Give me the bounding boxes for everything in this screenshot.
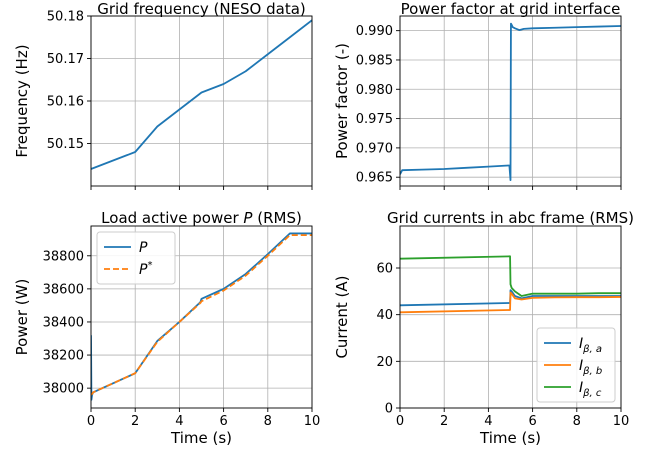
legend-label-main: P xyxy=(139,262,148,278)
legend: PP* xyxy=(96,231,176,285)
legend-label-sub: β, c xyxy=(582,388,602,399)
y-tick-label: 38200 xyxy=(43,349,84,364)
x-tick-label: 2 xyxy=(131,414,139,429)
x-tick-label: 10 xyxy=(613,414,630,429)
chart-title: Load active power P (RMS) xyxy=(101,209,302,227)
series-line-I_beta,c xyxy=(400,255,621,297)
legend-label-sub: β, b xyxy=(582,366,602,377)
y-tick-label: 38400 xyxy=(43,315,84,330)
legend-label: P xyxy=(139,240,148,256)
y-tick-label: 0.980 xyxy=(356,83,393,98)
y-tick-label: 0.985 xyxy=(356,53,393,68)
x-tick-label: 8 xyxy=(573,414,581,429)
y-tick-label: 38000 xyxy=(43,382,84,397)
legend-label-sup: * xyxy=(147,260,152,271)
legend-box xyxy=(536,327,616,403)
y-tick-label: 0 xyxy=(385,402,393,417)
y-tick-label: 60 xyxy=(376,262,393,277)
y-tick-label: 0.970 xyxy=(356,141,393,156)
y-axis-label: Power (W) xyxy=(13,279,31,356)
legend-box xyxy=(96,231,176,285)
y-tick-label: 50.15 xyxy=(47,137,84,152)
series-line-power factor xyxy=(400,22,621,182)
x-tick-label: 0 xyxy=(396,414,404,429)
x-axis-label: Time (s) xyxy=(479,429,541,447)
y-tick-label: 20 xyxy=(376,355,393,370)
legend: Iβ, aIβ, bIβ, c xyxy=(536,327,616,403)
y-tick-label: 50.16 xyxy=(47,95,84,110)
legend-label-main: I xyxy=(579,380,583,396)
y-axis-label: Frequency (Hz) xyxy=(13,44,31,157)
chart-title: Power factor at grid interface xyxy=(401,0,621,18)
legend-label: Iβ, a xyxy=(579,336,602,355)
x-tick-label: 4 xyxy=(175,414,183,429)
x-tick-label: 2 xyxy=(440,414,448,429)
chart-title: Grid currents in abc frame (RMS) xyxy=(387,209,634,227)
axes-frame xyxy=(399,15,622,187)
axes-frame xyxy=(399,225,622,409)
x-tick-label: 8 xyxy=(264,414,272,429)
panel-freq: 50.15 50.16 50.17 50.18 Grid frequency (NESO… xyxy=(13,0,313,190)
legend-label: P* xyxy=(139,260,152,278)
panel-power: 0 2 4 6 8 10 38000 38200 38400 38600 38800 Load act… xyxy=(13,209,320,447)
y-tick-label: 50.17 xyxy=(47,52,84,67)
x-tick-label: 10 xyxy=(304,414,321,429)
x-tick-label: 4 xyxy=(484,414,492,429)
y-tick-label: 0.975 xyxy=(356,112,393,127)
y-tick-label: 0.990 xyxy=(356,24,393,39)
legend-label-main: I xyxy=(579,358,583,374)
y-tick-label: 0.965 xyxy=(356,171,393,186)
axes-frame xyxy=(90,225,313,409)
panel-pf: 0.965 0.970 0.975 0.980 0.985 0.990 Power fact… xyxy=(333,0,622,190)
legend-label: Iβ, c xyxy=(579,380,602,399)
panel-currents: 0 2 4 6 8 10 0 20 40 60 Grid currents in abc frame… xyxy=(333,209,634,447)
title-part: Load active power xyxy=(101,209,243,227)
series-line-I_beta,b xyxy=(400,291,621,314)
y-axis-label: Current (A) xyxy=(333,275,351,358)
y-tick-label: 38800 xyxy=(43,249,84,264)
title-part: (RMS) xyxy=(252,209,301,227)
legend-label-main: P xyxy=(139,240,148,256)
legend-label-sub: β, a xyxy=(582,344,602,355)
y-tick-label: 38600 xyxy=(43,282,84,297)
x-axis-label: Time (s) xyxy=(170,429,232,447)
legend-label: Iβ, b xyxy=(579,358,602,377)
x-tick-label: 6 xyxy=(528,414,536,429)
chart-title: Grid frequency (NESO data) xyxy=(97,0,306,18)
y-axis-label: Power factor (-) xyxy=(333,43,351,159)
legend-label-main: I xyxy=(579,336,583,352)
y-tick-label: 50.18 xyxy=(47,10,84,25)
x-tick-label: 6 xyxy=(219,414,227,429)
title-part: P xyxy=(243,209,253,227)
series-line-P* xyxy=(91,234,312,396)
x-tick-label: 0 xyxy=(87,414,95,429)
series-line-frequency xyxy=(91,19,312,170)
y-tick-label: 40 xyxy=(376,308,393,323)
